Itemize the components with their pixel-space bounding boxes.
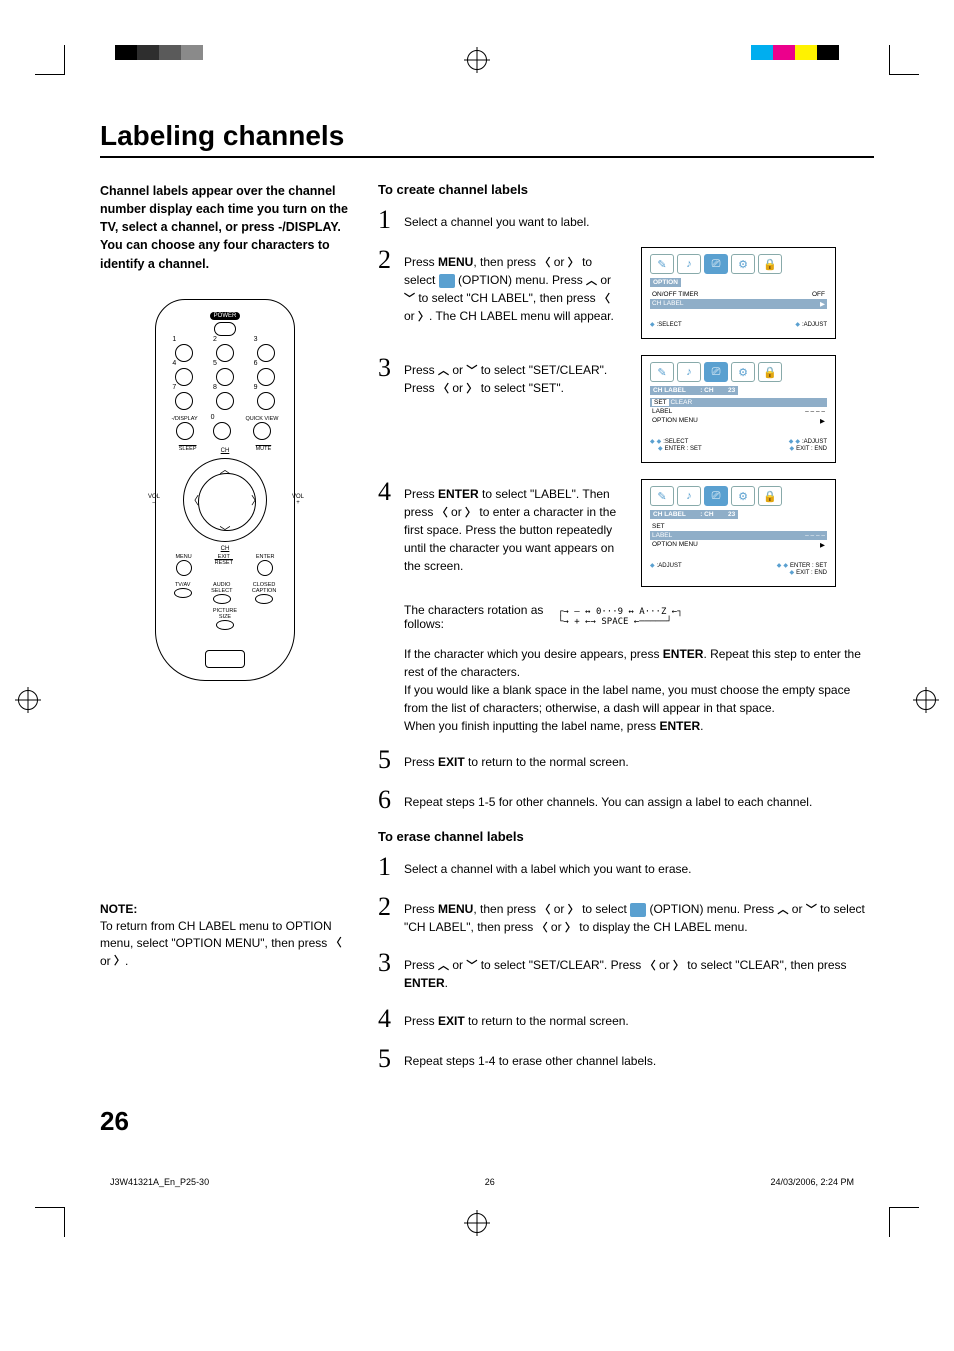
display-label: -/DISPLAY [171,416,197,422]
step-text: Select a channel you want to label. [404,207,874,231]
num-7: 7 [172,384,176,391]
left-column: Channel labels appear over the channel n… [100,182,350,1086]
num-9: 9 [254,384,258,391]
create-step-6: 6 Repeat steps 1-5 for other channels. Y… [378,787,874,813]
note-text: To return from CH LABEL menu to OPTION m… [100,919,332,950]
create-step-1: 1 Select a channel you want to label. [378,207,874,233]
ir-window [205,650,245,668]
create-heading: To create channel labels [378,182,874,197]
num-2: 2 [213,336,217,343]
cc-label: CLOSED CAPTION [252,582,276,594]
create-step-3: 3 Press ︿ or ﹀ to select "SET/CLEAR". Pr… [378,355,623,397]
num-8: 8 [213,384,217,391]
osd-title: CH LABEL : CH 23 [650,510,738,519]
menu-label: MENU [175,554,191,560]
create-step-4: 4 Press ENTER to select "LABEL". Then pr… [378,479,623,575]
right-column: To create channel labels 1 Select a chan… [378,182,874,1086]
num-6: 6 [254,360,258,367]
erase-step-5: 5 Repeat steps 1-4 to erase other channe… [378,1046,874,1072]
num-5: 5 [213,360,217,367]
registration-mark [467,50,487,70]
osd-screen-1: ✎♪⎚⚙🔒 OPTION ON/OFF TIMEROFF CH LABEL▶ :… [641,247,836,339]
erase-step-2: 2 Press MENU, then press 〈 or 〉 to selec… [378,894,874,936]
create-step-2: 2 Press MENU, then press 〈 or 〉 to selec… [378,247,623,325]
note-end: . [125,954,128,968]
num-0: 0 [211,414,215,421]
sleep-label: SLEEP [179,446,197,452]
erase-step-4: 4 Press EXIT to return to the normal scr… [378,1006,874,1032]
top-print-marks [0,0,954,70]
mute-label: MUTE [256,446,272,452]
osd-screen-2: ✎♪⎚⚙🔒 CH LABEL : CH 23 SET CLEAR LABEL– … [641,355,836,463]
remote-illustration: POWER 1 2 3 4 5 6 7 8 9 -/DI [155,299,295,681]
right-arrow-icon: 〉 [114,954,125,970]
create-step-5: 5 Press EXIT to return to the normal scr… [378,747,874,773]
erase-step-3: 3 Press ︿ or ﹀ to select "SET/CLEAR". Pr… [378,950,874,992]
crop-mark [35,1207,65,1237]
footer-date: 24/03/2006, 2:24 PM [770,1177,854,1187]
intro-text: Channel labels appear over the channel n… [100,182,350,273]
registration-mark [467,1213,487,1233]
erase-step-1: 1 Select a channel with a label which yo… [378,854,874,880]
crop-mark [889,1207,919,1237]
reset-label: RESET [215,560,233,566]
vol-down-label: VOL– [148,494,160,506]
tvav-label: TV/AV [174,582,192,588]
power-button [214,322,236,336]
ch-down-label: CH [221,546,230,552]
dpad: ︿ ﹀ 〈 〉 [183,458,267,542]
character-rotation: The characters rotation as follows: ┌→ –… [404,603,874,631]
option-icon [630,903,646,917]
note-label: NOTE: [100,902,137,916]
num-4: 4 [172,360,176,367]
num-3: 3 [254,336,258,343]
note-block: NOTE: To return from CH LABEL menu to OP… [100,901,350,971]
page-content: Labeling channels Channel labels appear … [0,70,954,1167]
rotation-diagram: ┌→ – ↔ 0···9 ↔ A···Z ←┐ └→ + ←→ SPACE ←─… [558,607,683,627]
quickview-label: QUICK VIEW [245,416,278,422]
osd-title: CH LABEL : CH 23 [650,386,738,395]
rotation-label: The characters rotation as follows: [404,603,544,631]
ch-up-label: CH [221,448,230,454]
option-icon [439,274,455,288]
footer-file: J3W41321A_En_P25-30 [110,1177,209,1187]
para-enter: If the character which you desire appear… [404,645,874,735]
vol-up-label: VOL+ [292,494,304,506]
step-text: Press ︿ or ﹀ to select "SET/CLEAR". Pres… [404,355,623,397]
picsize-label: PICTURE SIZE [213,608,237,620]
erase-heading: To erase channel labels [378,829,874,844]
audio-label: AUDIO SELECT [211,582,232,594]
color-bar-right [751,45,839,60]
page-number: 26 [100,1106,874,1137]
note-or: or [100,954,114,968]
osd-title: OPTION [650,278,681,287]
bottom-print-marks [0,1197,954,1247]
page-title: Labeling channels [100,120,874,158]
footer: J3W41321A_En_P25-30 26 24/03/2006, 2:24 … [0,1167,954,1197]
enter-label: ENTER [256,554,275,560]
num-1: 1 [172,336,176,343]
step-text: Press ENTER to select "LABEL". Then pres… [404,479,623,575]
osd-screen-3: ✎♪⎚⚙🔒 CH LABEL : CH 23 SET LABEL– – – – … [641,479,836,587]
color-bar-left [115,45,203,60]
footer-page: 26 [485,1177,495,1187]
step-text: Press MENU, then press 〈 or 〉 to select … [404,247,623,325]
left-arrow-icon: 〈 [331,936,342,952]
power-label: POWER [210,312,240,320]
